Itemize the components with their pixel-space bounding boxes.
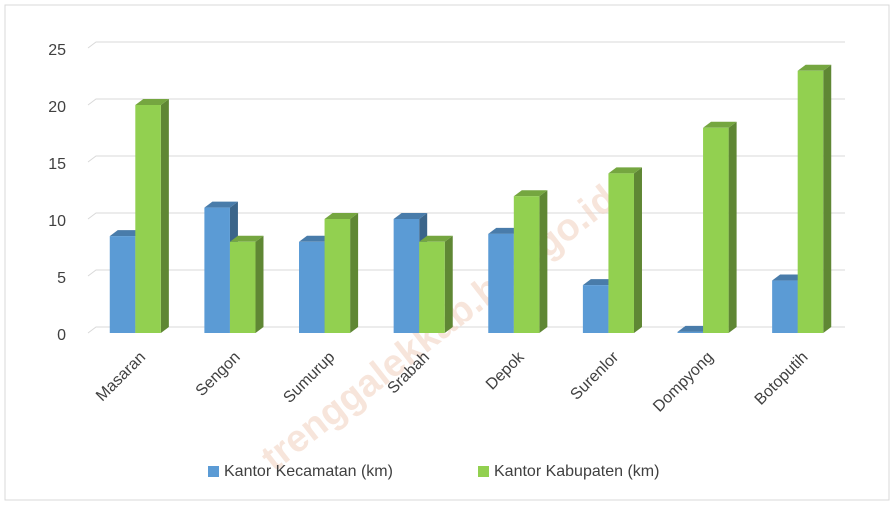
legend-swatch [208, 466, 219, 477]
bar [582, 285, 609, 333]
bar [419, 241, 445, 333]
y-tick-label: 25 [48, 42, 66, 59]
bar [703, 127, 729, 333]
legend-label: Kantor Kecamatan (km) [224, 463, 393, 480]
bar-side [444, 235, 453, 333]
bar [135, 105, 161, 333]
bar [229, 241, 256, 333]
bar-top [204, 201, 238, 208]
legend-label: Kantor Kabupaten (km) [494, 463, 659, 480]
bar-top [419, 235, 453, 242]
bar-top [582, 279, 617, 286]
bar-top [229, 235, 264, 242]
bar-top [393, 213, 428, 219]
bar-top [677, 325, 712, 332]
grid-line [87, 41, 845, 49]
y-tick-label: 20 [48, 99, 66, 116]
bar [677, 331, 704, 333]
grid-line [87, 98, 845, 106]
bar-top [703, 121, 737, 128]
legend-swatch [478, 466, 489, 477]
bar-top [797, 64, 832, 71]
bar [204, 207, 230, 333]
y-tick-label: 10 [48, 213, 66, 230]
bar [109, 236, 136, 333]
bar [608, 173, 634, 333]
bar [393, 219, 420, 333]
bar-side [728, 121, 737, 333]
grid-line [87, 212, 845, 220]
bar [797, 70, 824, 334]
grid-line [87, 155, 845, 163]
bar-side [633, 167, 642, 333]
bar-top [772, 274, 806, 281]
bar-side [255, 235, 264, 333]
bar [488, 233, 514, 333]
bar-top [135, 99, 169, 105]
bar-top [109, 230, 144, 237]
y-tick-label: 0 [57, 327, 66, 344]
bar-side [350, 213, 359, 333]
bar-top [608, 167, 642, 174]
bar [299, 241, 325, 333]
bar-top [324, 213, 359, 219]
grid-line [87, 269, 845, 277]
bar-top [488, 227, 522, 234]
bar-top [513, 190, 548, 197]
bar [772, 280, 798, 333]
bar [324, 219, 351, 333]
bar-side [539, 190, 548, 333]
bar-side [160, 99, 169, 333]
y-tick-label: 15 [48, 156, 66, 173]
y-tick-label: 5 [57, 270, 66, 287]
bar-side [823, 64, 832, 334]
bar [513, 196, 540, 333]
bar-top [299, 235, 333, 242]
